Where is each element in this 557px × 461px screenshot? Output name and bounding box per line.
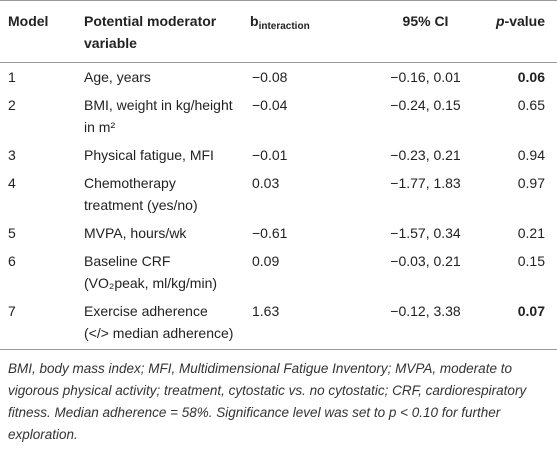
table-row: 3 Physical fatigue, MFI −0.01 −0.23, 0.21 0.… bbox=[0, 141, 557, 169]
table-cell: 0.07 bbox=[487, 297, 557, 350]
table-cell: 0.97 bbox=[517, 175, 545, 191]
table-cell: 0.65 bbox=[517, 97, 545, 113]
table-cell: −0.61 bbox=[252, 225, 288, 241]
table-cell: 0.06 bbox=[517, 69, 545, 85]
table-body: 1 Age, years −0.08 −0.16, 0.01 0.06 2 BMI, wei… bbox=[0, 63, 557, 350]
table-cell: −0.24, 0.15 bbox=[390, 97, 461, 113]
table-cell: Exercise adherence (</> median adherence… bbox=[76, 297, 242, 350]
table-cell: 0.15 bbox=[517, 253, 545, 269]
table-cell: Age, years bbox=[84, 69, 151, 85]
text-segment: b bbox=[250, 13, 259, 29]
table-cell: 0.09 bbox=[252, 253, 280, 269]
table-cell: 0.03 bbox=[252, 175, 280, 191]
table-row: 5 MVPA, hours/wk −0.61 −1.57, 0.34 0.21 bbox=[0, 219, 557, 247]
table-cell: 6 bbox=[8, 253, 16, 269]
table-cell: −0.03, 0.21 bbox=[390, 253, 461, 269]
footnote: BMI, body mass index; MFI, Multidimensio… bbox=[8, 361, 527, 442]
table-cell: 5 bbox=[8, 225, 16, 241]
table-cell: 1 bbox=[8, 69, 16, 85]
table-cell: 0.21 bbox=[517, 225, 545, 241]
column-header: binteraction bbox=[242, 0, 364, 63]
table-cell: −0.01 bbox=[252, 147, 288, 163]
table-cell: −0.23, 0.21 bbox=[390, 147, 461, 163]
table-cell: MVPA, hours/wk bbox=[84, 225, 187, 241]
column-header: p-value bbox=[487, 0, 557, 63]
table-cell: 1.63 bbox=[242, 297, 364, 350]
table-cell: 7 bbox=[0, 297, 76, 350]
table-row: 4 Chemotherapy treatment (yes/no) 0.03 −1.7… bbox=[0, 169, 557, 219]
table-row: 6 Baseline CRF (VO₂peak, ml/kg/min) 0.09 −0… bbox=[0, 247, 557, 297]
table-cell: −0.08 bbox=[252, 69, 288, 85]
table-row: 7 Exercise adherence (</> median adherenc… bbox=[0, 297, 557, 350]
table-cell: Physical fatigue, MFI bbox=[84, 147, 214, 163]
column-header: Model bbox=[0, 0, 76, 63]
results-table: Model Potential moderator variable bintera… bbox=[0, 0, 557, 350]
table-cell: −0.12, 3.38 bbox=[364, 297, 487, 350]
text-segment: interaction bbox=[258, 21, 310, 32]
table-row: 2 BMI, weight in kg/height in m² −0.04 −0.2… bbox=[0, 91, 557, 141]
table-cell: 2 bbox=[8, 97, 16, 113]
table-cell: 3 bbox=[8, 147, 16, 163]
table-row: 1 Age, years −0.08 −0.16, 0.01 0.06 bbox=[0, 63, 557, 92]
table-cell: 0.94 bbox=[517, 147, 545, 163]
table-cell: −1.77, 1.83 bbox=[390, 175, 461, 191]
column-header: Potential moderator variable bbox=[76, 0, 242, 63]
column-header: 95% CI bbox=[364, 0, 487, 63]
text-segment: p bbox=[495, 13, 505, 29]
table-cell: Chemotherapy treatment (yes/no) bbox=[84, 175, 198, 213]
table-cell: BMI, weight in kg/height in m² bbox=[84, 97, 233, 135]
table-cell: Baseline CRF (VO₂peak, ml/kg/min) bbox=[84, 253, 218, 291]
table-cell: −1.57, 0.34 bbox=[390, 225, 461, 241]
table-cell: −0.04 bbox=[252, 97, 288, 113]
header-row: Model Potential moderator variable bintera… bbox=[0, 0, 557, 63]
table-cell: −0.16, 0.01 bbox=[390, 69, 461, 85]
text-segment: -value bbox=[504, 13, 545, 29]
table-cell: 4 bbox=[8, 175, 16, 191]
